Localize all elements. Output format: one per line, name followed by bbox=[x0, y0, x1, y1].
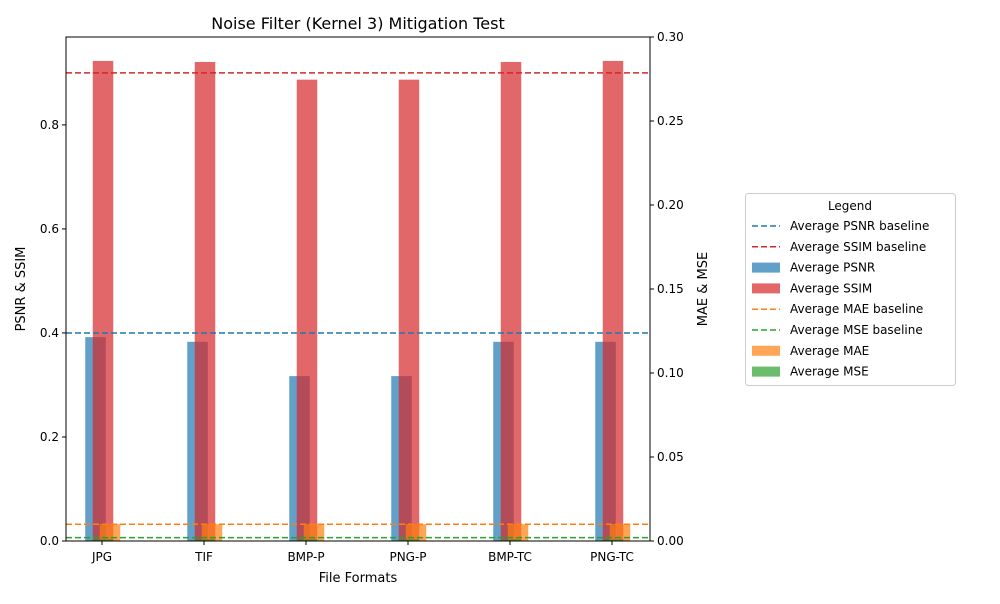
y-left-tick-label: 0.8 bbox=[40, 118, 59, 132]
legend-entry: Average MSE bbox=[790, 365, 869, 379]
bar-average-ssim bbox=[296, 79, 318, 542]
legend-entry: Average MAE baseline bbox=[790, 302, 923, 316]
y-left-tick-label: 0.4 bbox=[40, 326, 59, 340]
bar-average-mse bbox=[398, 539, 420, 541]
bar-average-mse bbox=[500, 539, 522, 541]
x-axis-label: File Formats bbox=[319, 571, 398, 586]
y-right-tick-label: 0.00 bbox=[657, 534, 684, 548]
legend-bar-icon bbox=[752, 262, 780, 273]
legend-entry: Average MAE bbox=[790, 344, 869, 358]
bar-average-mse bbox=[296, 539, 318, 541]
legend-entry: Average SSIM baseline bbox=[790, 240, 926, 254]
bar-average-ssim bbox=[194, 61, 216, 541]
y-left-tick-label: 0.0 bbox=[40, 534, 59, 548]
y-right-tick-label: 0.05 bbox=[657, 450, 684, 464]
x-tick-label: BMP-TC bbox=[488, 550, 532, 564]
x-tick-label: PNG-TC bbox=[590, 550, 634, 564]
x-tick-label: JPG bbox=[91, 550, 112, 564]
bar-average-mse bbox=[92, 539, 114, 541]
y-left-tick-label: 0.6 bbox=[40, 222, 59, 236]
legend-title: Legend bbox=[828, 199, 872, 213]
y-right-tick-label: 0.20 bbox=[657, 198, 684, 212]
legend-bar-icon bbox=[752, 283, 780, 294]
bar-average-ssim bbox=[398, 79, 420, 542]
legend-entry: Average SSIM bbox=[790, 281, 872, 295]
plot-frame bbox=[65, 36, 651, 542]
y-right-tick-label: 0.10 bbox=[657, 366, 684, 380]
y-axis-right-label: MAE & MSE bbox=[696, 252, 711, 326]
bar-average-mae bbox=[507, 524, 529, 541]
bar-average-mae bbox=[609, 524, 631, 541]
bar-average-mse bbox=[194, 539, 216, 541]
y-right-tick-label: 0.25 bbox=[657, 114, 684, 128]
bar-average-mae bbox=[99, 524, 121, 541]
x-tick-label: BMP-P bbox=[287, 550, 324, 564]
y-right-tick-label: 0.15 bbox=[657, 282, 684, 296]
legend-bar-icon bbox=[752, 345, 780, 356]
legend-entry: Average PSNR baseline bbox=[790, 219, 929, 233]
x-tick-label: TIF bbox=[194, 550, 213, 564]
y-left-tick-label: 0.2 bbox=[40, 430, 59, 444]
y-right-tick-label: 0.30 bbox=[657, 30, 684, 44]
legend-bar-icon bbox=[752, 366, 780, 377]
y-axis-left-label: PSNR & SSIM bbox=[14, 247, 29, 332]
bar-average-ssim bbox=[602, 60, 624, 542]
bar-average-ssim bbox=[92, 60, 114, 542]
bar-average-mae bbox=[405, 524, 427, 541]
bar-average-mae bbox=[201, 524, 223, 541]
legend-entry: Average PSNR bbox=[790, 261, 875, 275]
x-tick-label: PNG-P bbox=[389, 550, 426, 564]
legend-box bbox=[745, 193, 956, 386]
legend-entry: Average MSE baseline bbox=[790, 323, 923, 337]
bar-average-ssim bbox=[500, 61, 522, 541]
chart-title: Noise Filter (Kernel 3) Mitigation Test bbox=[211, 14, 504, 33]
bar-average-mae bbox=[303, 524, 325, 541]
bar-average-mse bbox=[602, 539, 624, 541]
